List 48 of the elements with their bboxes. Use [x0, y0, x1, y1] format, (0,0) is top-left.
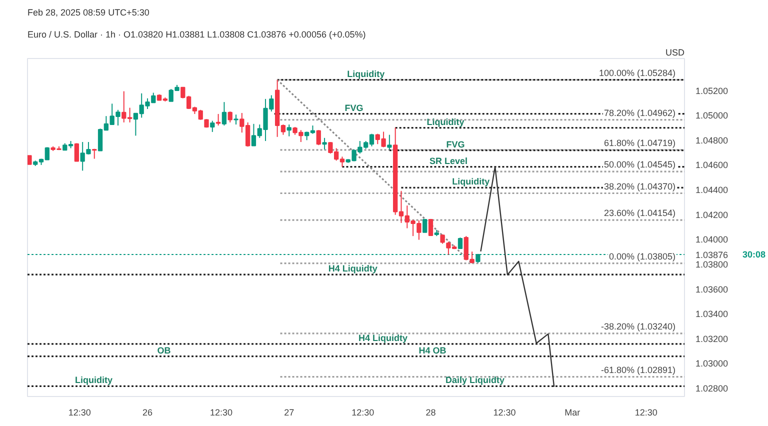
series-label: 61.80% (1.04719) — [604, 138, 676, 148]
y-tick-label: 1.03200 — [696, 334, 728, 344]
y-tick-label: 1.05000 — [696, 110, 728, 121]
y-tick-label: 1.05200 — [696, 86, 728, 96]
x-tick-label: 12:30 — [493, 408, 516, 418]
y-tick-label: 1.04400 — [696, 185, 728, 196]
x-tick-label: 26 — [142, 408, 152, 418]
annotation: H4 Liquidty — [328, 264, 378, 274]
y-tick-label: 1.04600 — [696, 160, 728, 170]
y-tick-label: 1.03400 — [696, 309, 728, 320]
annotation: OB — [157, 345, 172, 356]
series-label: 0.00% (1.03805) — [608, 251, 676, 262]
x-tick-label: 27 — [284, 408, 294, 418]
series-label: 38.20% (1.04370) — [604, 181, 676, 192]
ref-line-label: 1.03876 — [696, 250, 728, 260]
x-tick-label: 12:30 — [68, 408, 91, 418]
annotation: Liquidity — [347, 68, 385, 79]
annotation: FVG — [446, 139, 465, 150]
annotation: Liquidity — [452, 176, 490, 187]
text: USD — [666, 48, 685, 58]
chart-subtitle: Feb 28, 2025 08:59 UTC+5:30 — [28, 8, 150, 18]
series-label: 23.60% (1.04154) — [604, 208, 676, 218]
y-tick-label: 1.03800 — [696, 259, 728, 270]
series-label: -61.80% (1.02891) — [600, 364, 676, 375]
series-label: -38.20% (1.03240) — [600, 321, 676, 332]
text: 30:08 — [742, 250, 766, 260]
y-tick-label: 1.04800 — [696, 135, 728, 146]
x-tick-label: 28 — [426, 408, 436, 418]
annotation: FVG — [344, 102, 364, 113]
x-tick-label: 12:30 — [210, 408, 233, 418]
x-tick-label: Mar — [564, 408, 580, 418]
annotation: Liquidity — [75, 375, 113, 386]
y-tick-label: 1.04200 — [696, 210, 728, 220]
series-label: 50.00% (1.04545) — [604, 160, 676, 170]
y-tick-label: 1.02800 — [696, 384, 728, 394]
chart-title: Euro / U.S. Dollar · 1h · O1.03820 H1.03881 L1.03808 C1.03876 +0.00056 (+0.05%) — [28, 30, 366, 40]
annotation: Daily Liquidty — [446, 375, 505, 386]
series-label: 100.00% (1.05284) — [598, 68, 676, 78]
y-tick-label: 1.03600 — [696, 284, 728, 294]
x-tick-label: 12:30 — [352, 408, 374, 418]
annotation: Liquidity — [426, 116, 464, 127]
annotation: H4 Liquidty — [358, 332, 408, 343]
x-tick-label: 12:30 — [634, 408, 658, 418]
annotation: SR Level — [429, 156, 468, 166]
y-tick-label: 1.03000 — [696, 358, 728, 369]
y-tick-label: 1.04000 — [696, 234, 728, 245]
series-label: 78.20% (1.04962) — [604, 108, 676, 118]
annotation: H4 OB — [418, 345, 447, 356]
